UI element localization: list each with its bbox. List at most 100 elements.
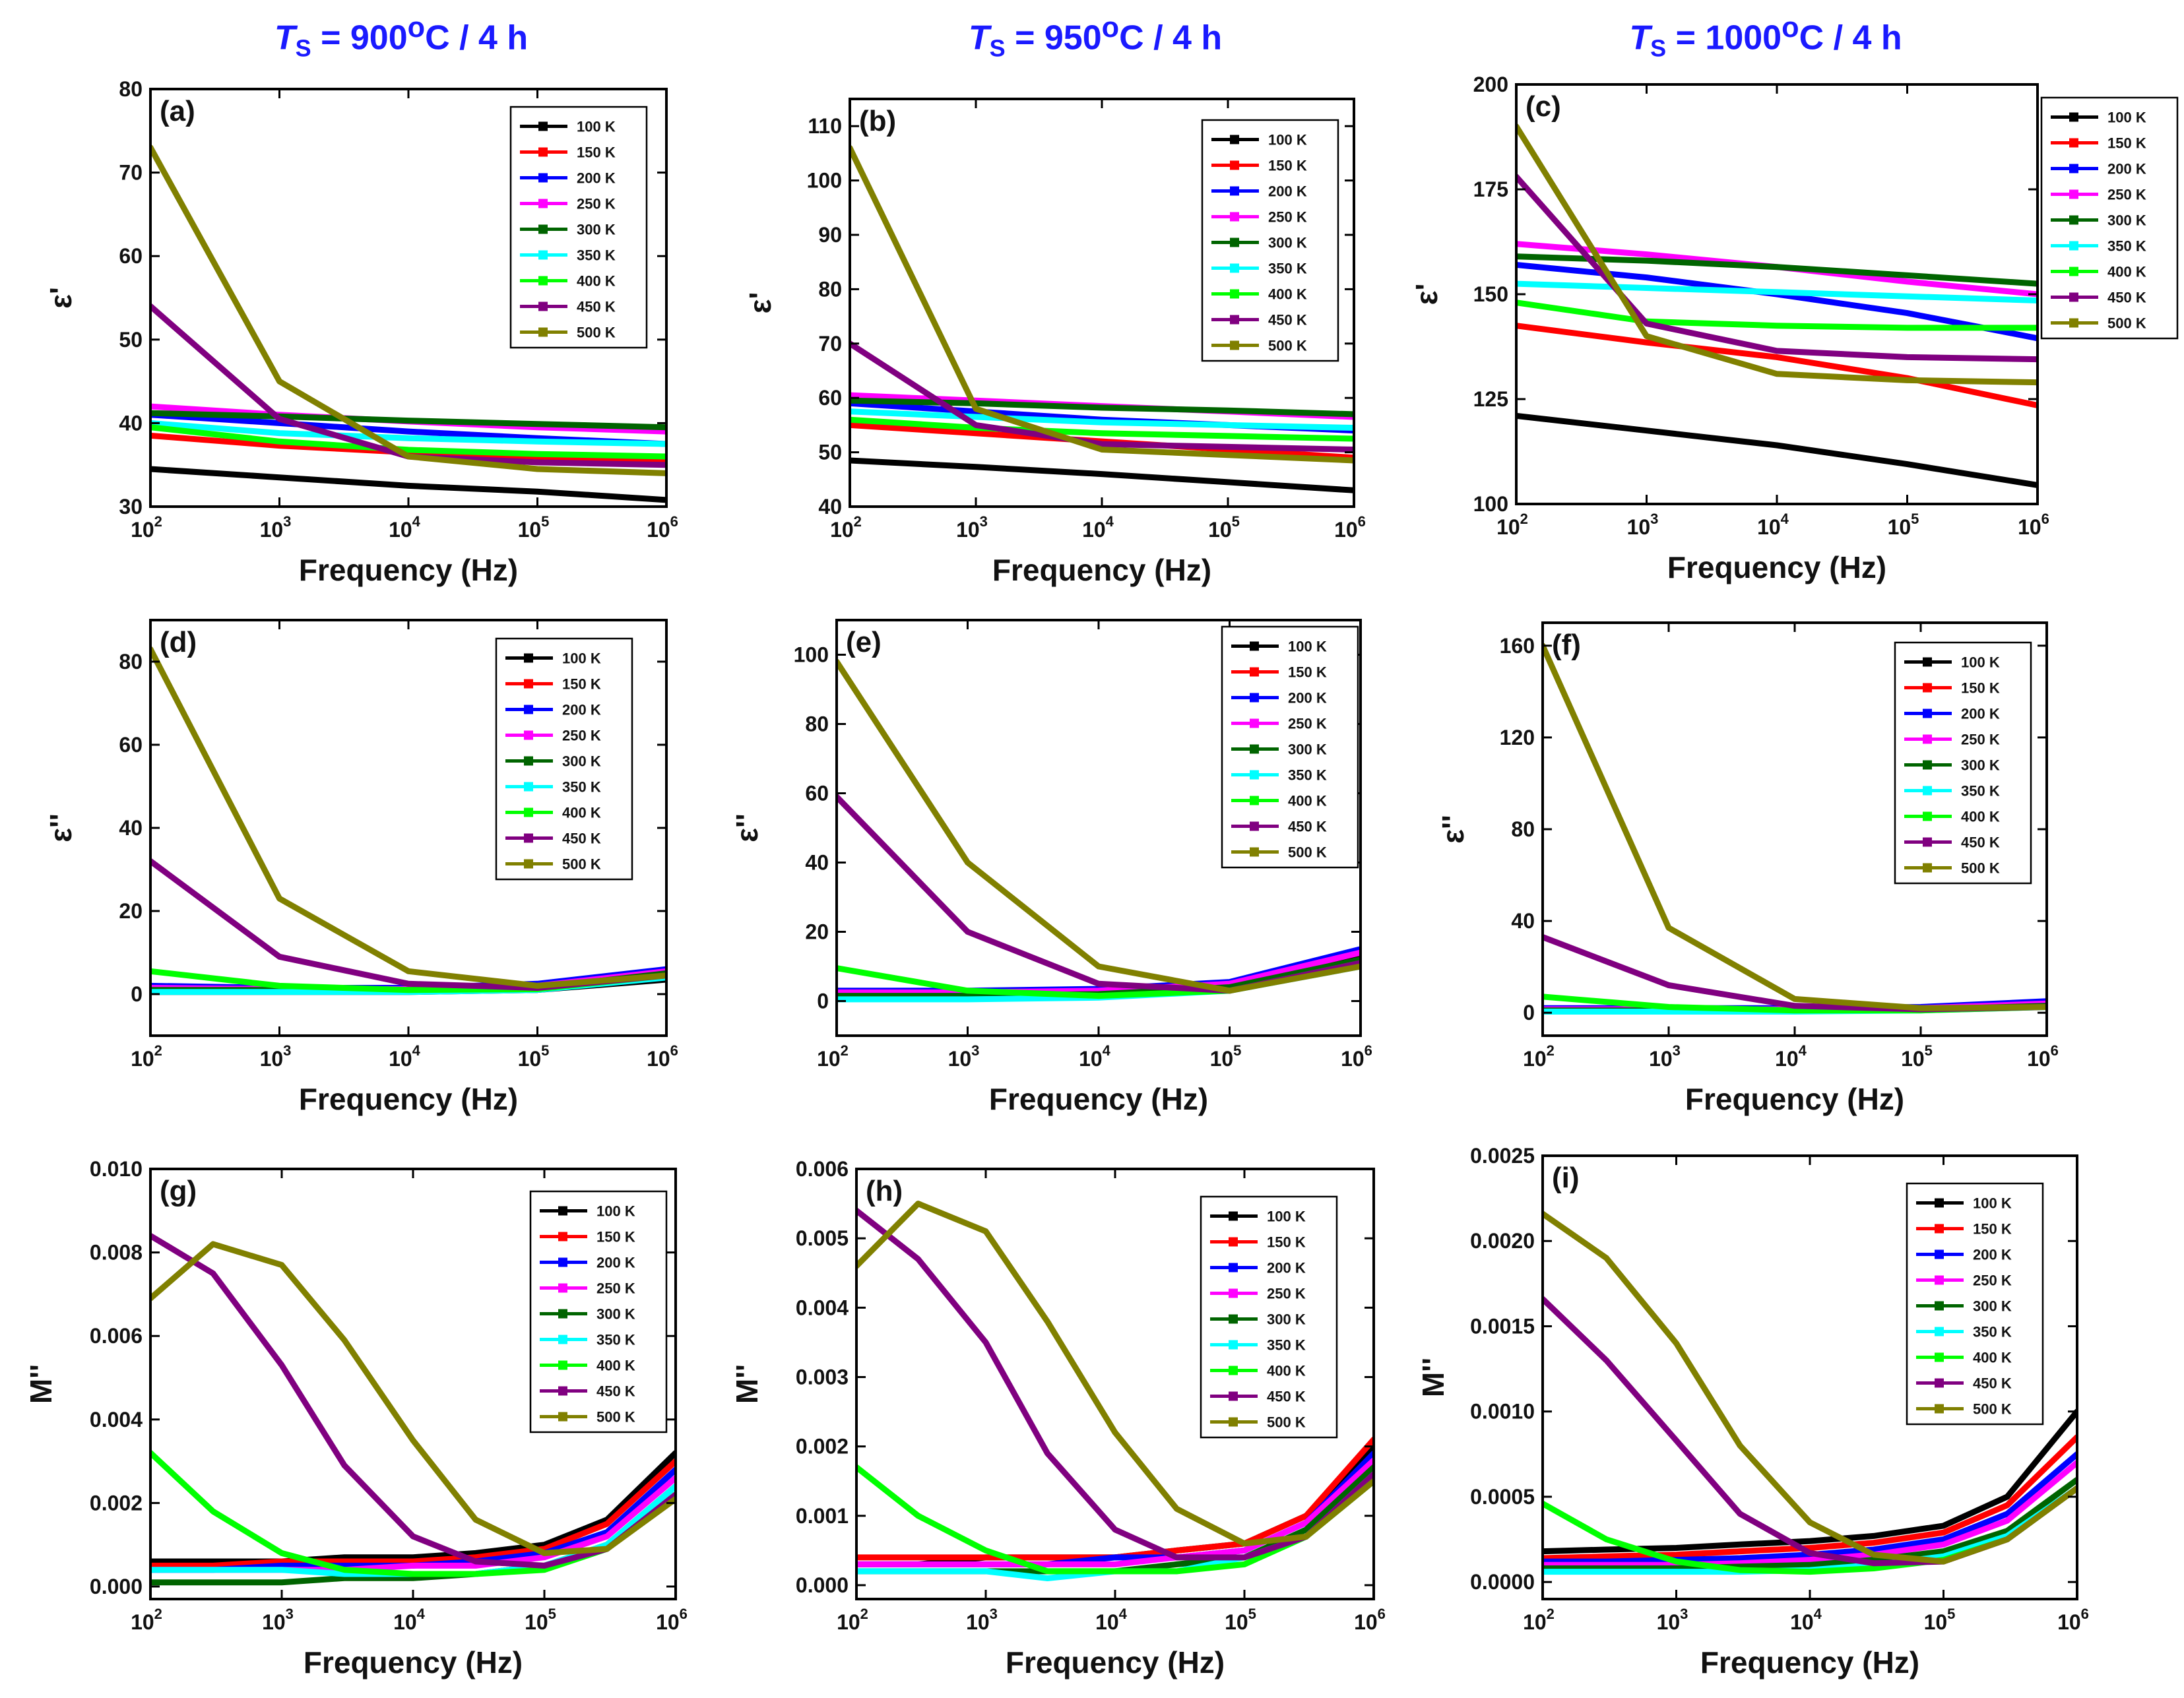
legend-marker — [1923, 811, 1932, 821]
legend-marker — [1250, 667, 1259, 677]
series-100K — [1516, 412, 2038, 488]
series-500K — [150, 1241, 676, 1556]
x-tick-label: 102 — [1523, 1042, 1555, 1071]
y-tick-label: 50 — [119, 328, 143, 352]
legend-label: 450 K — [1973, 1375, 2012, 1392]
y-tick-label: 80 — [1511, 817, 1535, 841]
legend-marker — [1935, 1198, 1944, 1208]
series-150K — [1543, 1434, 2077, 1561]
legend-marker — [1230, 263, 1239, 273]
chart-e: 102 103 104 105 106 0 20 40 60 80 100 Frequency (Hz… — [730, 619, 1372, 1116]
legend-label: 250 K — [1973, 1273, 2012, 1289]
legend-label: 450 K — [1961, 834, 2000, 851]
series-450K — [1516, 173, 2038, 363]
y-tick-label: 150 — [1473, 282, 1508, 306]
series-250K — [837, 949, 1361, 995]
legend-marker — [2069, 318, 2078, 328]
legend-marker — [1250, 693, 1259, 703]
series-400K — [1516, 299, 2038, 331]
panel-label: (d) — [160, 626, 197, 658]
y-axis-title: ε'' — [1436, 815, 1470, 844]
legend-marker — [524, 807, 533, 817]
x-tick-label: 105 — [1210, 1042, 1242, 1071]
legend-marker — [1923, 708, 1932, 718]
x-tick-label: 106 — [2057, 1606, 2089, 1634]
x-tick-label: 102 — [131, 1042, 162, 1071]
chart-d: 102 103 104 105 106 0 20 40 60 80 Frequency (Hz) ε'… — [44, 619, 678, 1116]
legend-label: 100 K — [562, 650, 601, 667]
legend-marker — [558, 1386, 567, 1396]
y-tick-label: 80 — [818, 277, 842, 301]
legend-label: 150 K — [1268, 158, 1307, 174]
x-tick-label: 103 — [1657, 1606, 1688, 1634]
column-title-1000: TS = 1000oC / 4 h — [1629, 12, 1902, 62]
x-tick-label: 106 — [1334, 513, 1366, 542]
legend-marker — [1250, 847, 1259, 857]
x-tick-label: 103 — [956, 513, 988, 542]
series-group — [150, 1232, 676, 1586]
legend-label: 100 K — [1268, 132, 1307, 148]
legend-marker — [538, 147, 548, 157]
legend: 100 K 150 K 200 K 250 K 300 K 350 K 400 K 450 K… — [2040, 96, 2179, 340]
legend-label: 200 K — [577, 170, 616, 187]
legend-label: 450 K — [562, 831, 601, 847]
y-tick-label: 110 — [808, 114, 842, 138]
legend-marker — [538, 276, 548, 286]
y-tick-label: 0.0010 — [1470, 1400, 1535, 1424]
x-tick-label: 104 — [1757, 511, 1789, 539]
legend-label: 100 K — [1288, 639, 1327, 655]
x-axis-title: Frequency (Hz) — [1006, 1645, 1225, 1680]
panel-label: (a) — [160, 95, 195, 127]
y-tick-label: 0.002 — [796, 1435, 849, 1459]
series-500K — [150, 144, 666, 476]
legend-marker — [1250, 718, 1259, 728]
series-400K — [150, 424, 666, 460]
legend-marker — [1230, 135, 1239, 144]
legend-marker — [538, 173, 548, 183]
legend-marker — [1229, 1417, 1238, 1427]
legend-marker — [2069, 267, 2078, 276]
legend-label: 350 K — [1973, 1324, 2012, 1340]
legend-marker — [524, 730, 533, 740]
x-tick-label: 104 — [389, 513, 421, 542]
legend-marker — [538, 327, 548, 337]
legend-marker — [1923, 863, 1932, 873]
legend-label: 500 K — [596, 1409, 635, 1426]
x-axis-title: Frequency (Hz) — [304, 1645, 523, 1680]
legend-marker — [1230, 160, 1239, 170]
series-350K — [1516, 280, 2038, 303]
x-tick-label: 104 — [1790, 1606, 1822, 1634]
x-tick-label: 102 — [837, 1606, 868, 1634]
x-tick-label: 105 — [1888, 511, 1919, 539]
legend-label: 250 K — [1961, 732, 2000, 748]
legend-marker — [2069, 138, 2078, 148]
legend-label: 150 K — [577, 144, 616, 161]
panel-label: (f) — [1552, 629, 1581, 661]
legend-label: 150 K — [1973, 1221, 2012, 1238]
legend-label: 300 K — [1961, 757, 2000, 774]
series-150K — [150, 1458, 676, 1569]
chart-f: 102 103 104 105 106 0 40 80 120 160 Frequency (Hz)… — [1436, 621, 2059, 1116]
legend-label: 150 K — [2107, 135, 2146, 152]
y-tick-label: 0.001 — [796, 1504, 849, 1528]
x-tick-label: 103 — [1649, 1042, 1681, 1071]
legend-label: 400 K — [1961, 809, 2000, 825]
y-tick-label: 125 — [1473, 387, 1508, 411]
legend-marker — [538, 301, 548, 311]
series-250K — [856, 1457, 1374, 1567]
legend-label: 350 K — [562, 779, 601, 796]
y-tick-label: 0.008 — [90, 1241, 143, 1265]
legend-marker — [1935, 1275, 1944, 1285]
x-tick-label: 103 — [260, 513, 292, 542]
y-tick-label: 0.006 — [796, 1157, 849, 1181]
x-tick-label: 104 — [1082, 513, 1114, 542]
legend-marker — [558, 1257, 567, 1267]
y-tick-label: 0.0005 — [1470, 1485, 1535, 1509]
legend-label: 500 K — [562, 856, 601, 873]
legend-marker — [1229, 1211, 1238, 1221]
y-tick-label: 0.004 — [796, 1296, 849, 1319]
legend-marker — [2069, 189, 2078, 199]
x-tick-label: 104 — [1079, 1042, 1111, 1071]
series-100K — [1543, 1408, 2077, 1555]
y-tick-label: 0 — [131, 982, 143, 1006]
